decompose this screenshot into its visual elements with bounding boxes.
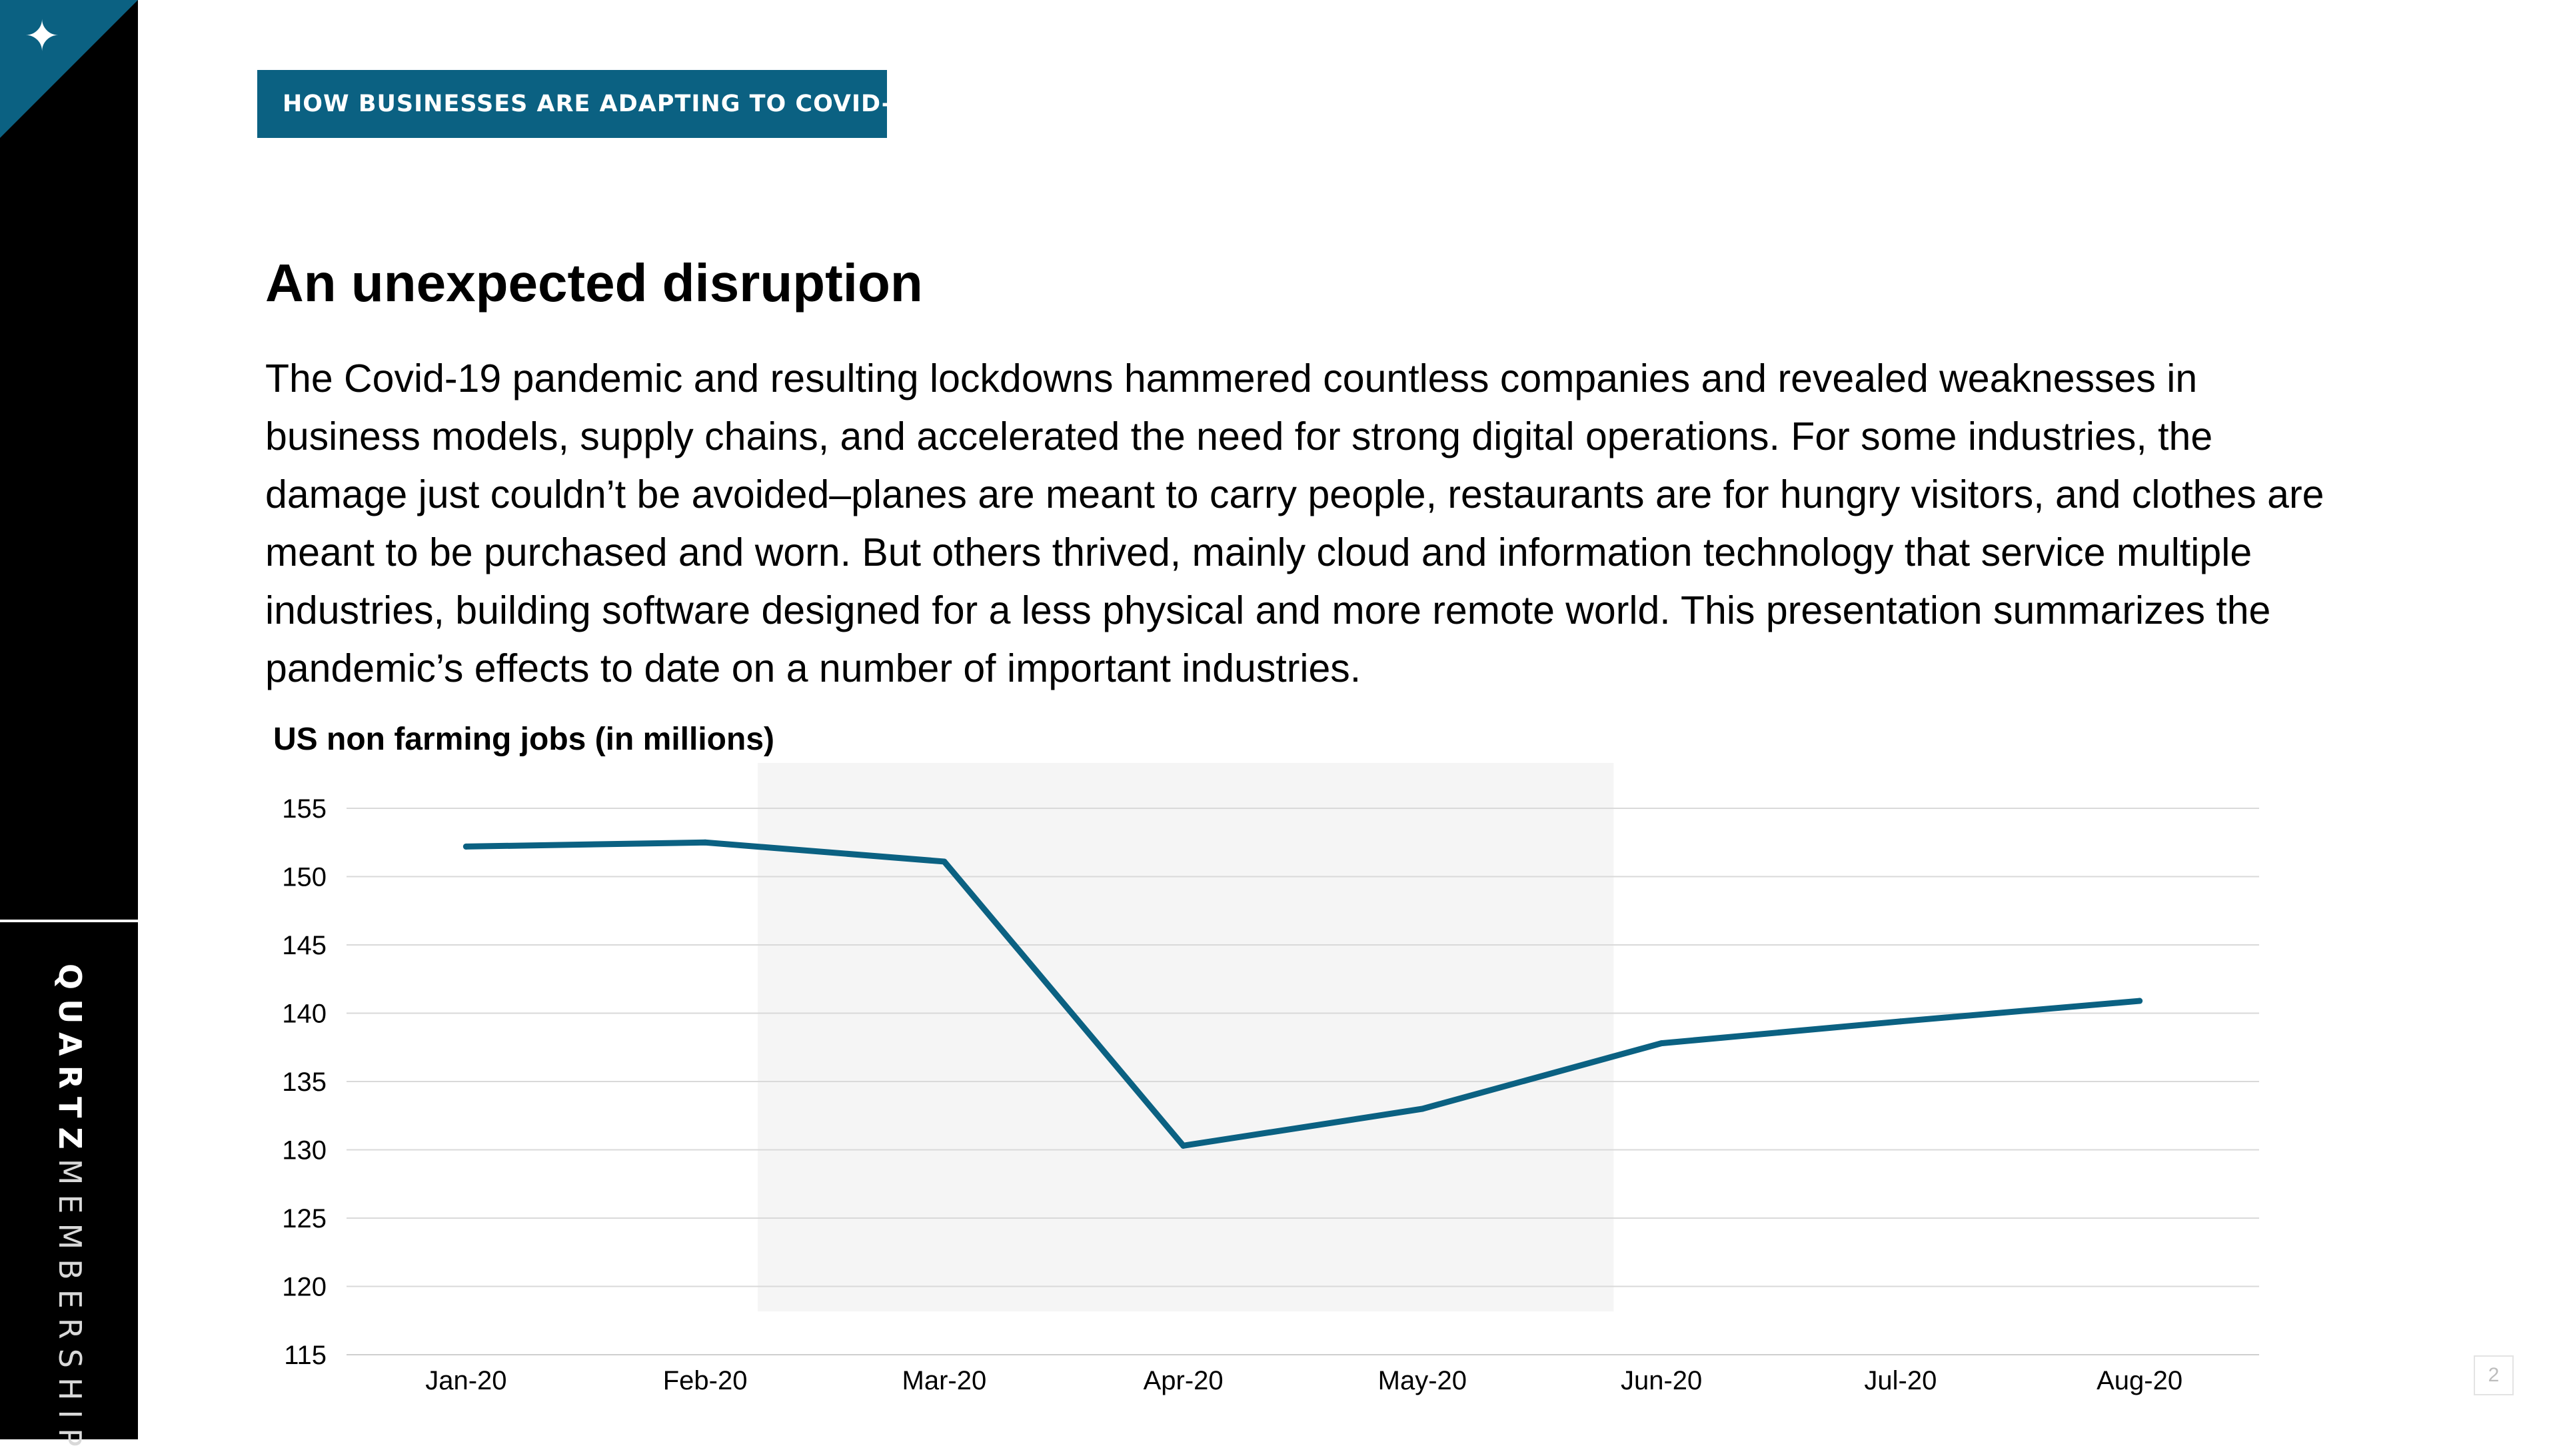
series-line [462, 839, 2143, 1149]
brand-secondary: MEMBERSHIP [52, 1158, 88, 1456]
y-tick-label: 115 [284, 1341, 327, 1370]
y-tick-label: 150 [282, 863, 327, 892]
section-tag: HOW BUSINESSES ARE ADAPTING TO COVID-19 [257, 70, 925, 138]
y-tick-label: 125 [282, 1204, 327, 1233]
chart-title: US non farming jobs (in millions) [273, 722, 774, 757]
x-tick-label: May-20 [1378, 1366, 1467, 1395]
x-tick-label: Mar-20 [902, 1366, 987, 1395]
four-point-star-icon: ✦ [24, 12, 60, 61]
highlight-band [758, 763, 1614, 1311]
data-point [1897, 1018, 1904, 1025]
x-tick-label: Jan-20 [425, 1366, 506, 1395]
y-tick-label: 130 [282, 1136, 327, 1165]
data-point [1658, 1040, 1665, 1047]
brand-primary: QUARTZ [52, 964, 88, 1159]
data-point [941, 858, 948, 865]
data-point [1180, 1142, 1187, 1149]
x-tick-label: Aug-20 [2097, 1366, 2182, 1395]
data-point [1419, 1105, 1425, 1112]
y-tick-label: 140 [282, 1000, 327, 1029]
x-tick-label: Apr-20 [1144, 1366, 1224, 1395]
intro-paragraph: The Covid-19 pandemic and resulting lock… [265, 357, 2324, 690]
y-tick-label: 135 [282, 1068, 327, 1097]
page-number: 2 [2474, 1355, 2514, 1395]
sidebar-divider [0, 920, 138, 922]
y-tick-label: 120 [282, 1273, 327, 1302]
y-tick-label: 155 [282, 794, 327, 824]
page-title: An unexpected disruption [265, 253, 923, 313]
data-point [702, 839, 708, 846]
brand-wordmark: QUARTZMEMBERSHIP [50, 964, 90, 1456]
corner-accent [0, 0, 138, 138]
data-point [2136, 998, 2143, 1004]
x-tick-label: Jun-20 [1621, 1366, 1702, 1395]
brand-sidebar: ✦ QUARTZMEMBERSHIP [0, 0, 138, 1456]
data-point [462, 843, 469, 850]
x-tick-label: Jul-20 [1864, 1366, 1937, 1395]
y-tick-label: 145 [282, 931, 327, 960]
x-tick-label: Feb-20 [663, 1366, 748, 1395]
